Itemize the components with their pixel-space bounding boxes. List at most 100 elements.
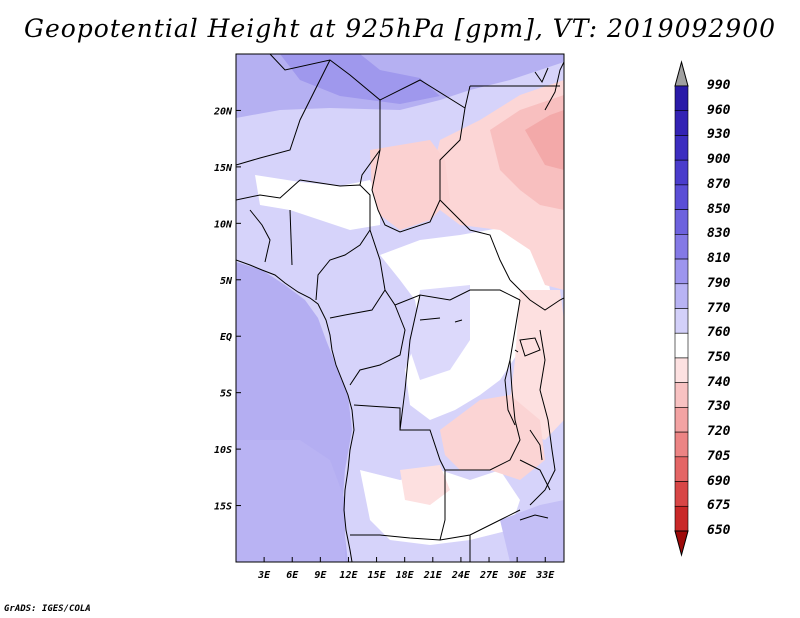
border-burkina <box>236 179 301 201</box>
border-congo <box>349 304 406 386</box>
lat-tick-label: EQ <box>220 332 232 343</box>
lat-tick-label: 20N <box>213 106 233 117</box>
lake-albert <box>514 349 519 353</box>
colorbar-band <box>674 184 689 210</box>
border-mali <box>236 59 331 166</box>
lat-tick-label: 5S <box>220 389 232 400</box>
credit-text: GrADS: IGES/COLA <box>4 604 91 614</box>
lon-axis: 3E 6E 9E 12E 15E 18E 21E 24E 27E 30E 33E <box>257 557 555 581</box>
colorbar-band <box>674 481 689 507</box>
field-chad-pink <box>370 140 450 230</box>
colorbar-band <box>674 135 689 161</box>
colorbar-label: 830 <box>707 226 731 242</box>
sinai <box>534 67 549 84</box>
coastline-west <box>236 259 355 562</box>
lon-tick-label: 12E <box>339 570 358 581</box>
border-botswana <box>439 509 521 541</box>
colorbar-label: 650 <box>707 523 731 538</box>
lat-tick-label: 15S <box>214 502 232 513</box>
field-ne-darkred <box>525 110 564 170</box>
lon-tick-label: 18E <box>396 570 415 581</box>
lat-tick-label: 10S <box>214 445 232 456</box>
colorbar-label: 990 <box>707 78 731 93</box>
field-angola-pink <box>400 465 450 505</box>
field-east-pink <box>510 290 564 440</box>
lon-tick-label: 21E <box>423 570 443 581</box>
lake-malawi <box>529 429 543 461</box>
field-south-ocean <box>236 440 345 562</box>
river-segment-1 <box>419 317 441 321</box>
border-togo-benin <box>289 209 293 266</box>
lat-tick-label: 15N <box>214 163 233 174</box>
border-algeria-niger <box>269 54 381 186</box>
height-field <box>236 54 564 562</box>
map-frame <box>235 53 565 563</box>
colorbar-band <box>674 357 689 383</box>
border-angola-south <box>350 470 446 541</box>
colorbar-label: 690 <box>707 473 731 489</box>
colorbar <box>674 60 689 557</box>
border-zambia-malawi <box>519 459 551 491</box>
field-congo-lavender <box>410 285 470 380</box>
colorbar-label: 730 <box>707 399 731 415</box>
colorbar-bottom-arrow <box>674 530 689 557</box>
lon-tick-label: 3E <box>257 570 271 581</box>
border-nigeria <box>299 179 371 301</box>
lon-tick-label: 27E <box>479 570 499 581</box>
field-sahel-white <box>255 175 380 230</box>
colorbar-label: 810 <box>707 251 731 267</box>
colorbar-label: 705 <box>707 448 731 464</box>
colorbar-label: 760 <box>707 325 731 341</box>
colorbar-band <box>674 110 689 136</box>
border-angola-north <box>353 404 401 430</box>
border-libya <box>379 79 471 109</box>
border-chad-niger <box>371 149 441 233</box>
lon-tick-label: 15E <box>368 570 387 581</box>
field-south-white <box>360 470 520 545</box>
border-drc-east <box>445 299 521 471</box>
colorbar-band <box>674 258 689 285</box>
colorbar-band <box>674 456 689 482</box>
colorbar-band <box>674 505 689 532</box>
colorbar-label: 720 <box>707 424 731 440</box>
lon-tick-label: 33E <box>535 570 555 581</box>
colorbar-band <box>674 209 689 235</box>
colorbar-band <box>674 308 689 334</box>
map-title: Geopotential Height at 925hPa [gpm], VT:… <box>23 14 777 43</box>
lon-tick-label: 9E <box>314 570 327 581</box>
field-se-lavender <box>500 500 564 562</box>
border-ethiopia <box>509 279 564 311</box>
colorbar-label: 870 <box>707 176 731 192</box>
colorbar-label: 960 <box>707 102 731 118</box>
colorbar-top-arrow <box>674 60 689 87</box>
lat-axis: 20N 15N 10N 5N EQ 5S 10S 15S <box>213 106 241 513</box>
lake-victoria <box>519 337 541 357</box>
colorbar-label: 850 <box>707 201 731 217</box>
border-ghana <box>249 209 271 263</box>
border-chad-sudan <box>439 107 511 281</box>
lat-tick-label: 5N <box>220 276 233 287</box>
country-borders <box>236 54 564 562</box>
border-cameroon-south <box>329 289 386 319</box>
colorbar-band <box>674 85 689 112</box>
colorbar-label: 900 <box>707 152 731 168</box>
lake-tanganyika <box>504 359 516 426</box>
border-tanzania <box>529 329 556 506</box>
lon-tick-label: 24E <box>451 570 471 581</box>
colorbar-label: 740 <box>707 374 731 390</box>
river-zambezi <box>519 514 549 521</box>
colorbar-label: 790 <box>707 275 731 291</box>
lon-tick-label: 6E <box>286 570 299 581</box>
river-segment-2 <box>454 319 463 323</box>
colorbar-band <box>674 407 689 433</box>
colorbar-label: 750 <box>707 349 731 365</box>
field-north-dark <box>280 54 440 104</box>
field-zambia-pink <box>440 395 545 480</box>
colorbar-band <box>674 382 689 408</box>
colorbar-band <box>674 431 689 458</box>
colorbar-band <box>674 332 689 359</box>
lon-tick-label: 30E <box>507 570 527 581</box>
colorbar-label: 675 <box>707 498 731 514</box>
colorbar-band <box>674 283 689 309</box>
